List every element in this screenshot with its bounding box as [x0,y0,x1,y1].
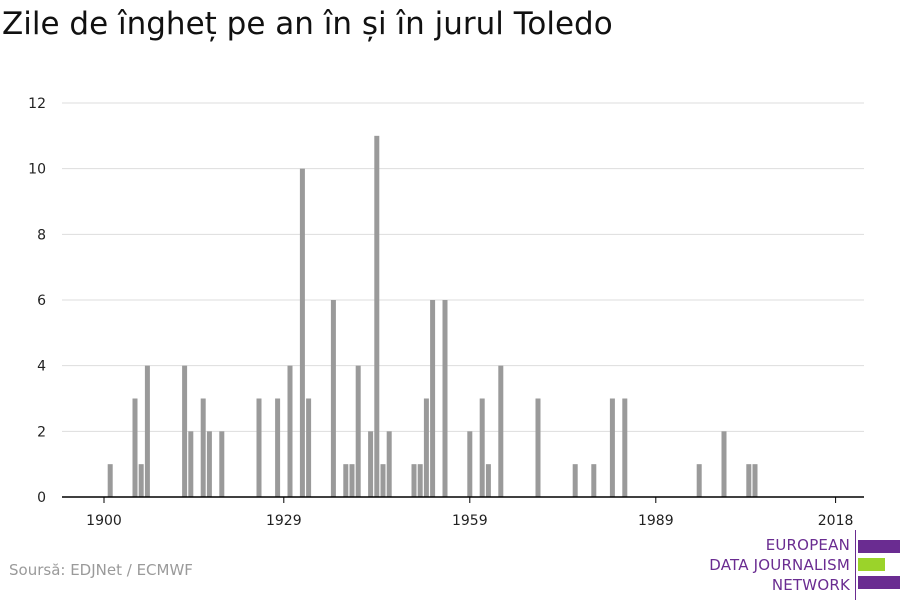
bar-1996 [696,464,702,497]
edjnet-logo[interactable]: EUROPEAN DATA JOURNALISM NETWORK [700,530,900,600]
logo-line-network: NETWORK [771,576,850,594]
y-tick-label: 6 [37,293,46,309]
bar-1982 [609,398,615,497]
y-tick-label: 2 [37,424,46,440]
gridlines [62,102,864,432]
bar-1943 [368,431,374,497]
bar-1914 [188,431,194,497]
y-tick-label: 8 [37,227,46,243]
bar-1930 [287,365,293,497]
x-tick-label: 2018 [818,513,854,529]
bar-1950 [411,464,417,497]
bar-1964 [498,365,504,497]
chart-title: Zile de îngheț pe an în și în jurul Tole… [2,6,613,42]
y-tick-label: 4 [37,359,46,375]
logo-divider [855,530,856,600]
bar-1970 [535,398,541,497]
bar-1937 [330,300,336,497]
source-note: Soursă: EDJNet / ECMWF [9,561,193,579]
bar-1905 [132,398,138,497]
bar-1941 [355,365,361,497]
bar-1962 [485,464,491,497]
bar-1959 [467,431,473,497]
bar-1952 [423,398,429,497]
bar-1940 [349,464,355,497]
bar-1976 [572,464,578,497]
bar-1951 [417,464,423,497]
logo-purple-bar-bottom [858,576,900,589]
x-tick-label: 1989 [638,513,674,529]
bar-1907 [144,365,150,497]
bar-2000 [721,431,727,497]
bar-1953 [430,300,436,497]
y-tick-label: 12 [28,96,46,112]
bar-1925 [256,398,262,497]
logo-purple-bar-top [858,540,900,553]
x-tick-label: 1959 [452,513,488,529]
bars [107,135,758,498]
bar-1944 [374,135,380,498]
bar-1928 [275,398,281,497]
bar-1984 [622,398,628,497]
y-tick-label: 10 [28,162,46,178]
bar-1961 [479,398,485,497]
x-tick-label: 1929 [266,513,302,529]
bar-2005 [752,464,758,497]
bar-1901 [107,464,113,497]
bar-1906 [138,464,144,497]
bar-1946 [386,431,392,497]
bar-1939 [343,464,349,497]
bar-1979 [591,464,597,497]
bar-1917 [206,431,212,497]
logo-green-bar [858,558,885,571]
bar-1919 [219,431,225,497]
axes: 0 2 4 6 8 10 12 1900 1929 1959 1989 2018 [28,96,864,529]
x-tick-label: 1900 [86,513,122,529]
bar-1933 [306,398,312,497]
bar-1955 [442,300,448,497]
bar-1913 [182,365,188,497]
logo-line-european: EUROPEAN [765,536,850,554]
bar-1916 [200,398,206,497]
bar-1932 [299,168,305,497]
logo-line-data-journalism: DATA JOURNALISM [709,556,850,574]
bar-1945 [380,464,386,497]
y-tick-label: 0 [37,490,46,506]
bar-2004 [746,464,752,497]
